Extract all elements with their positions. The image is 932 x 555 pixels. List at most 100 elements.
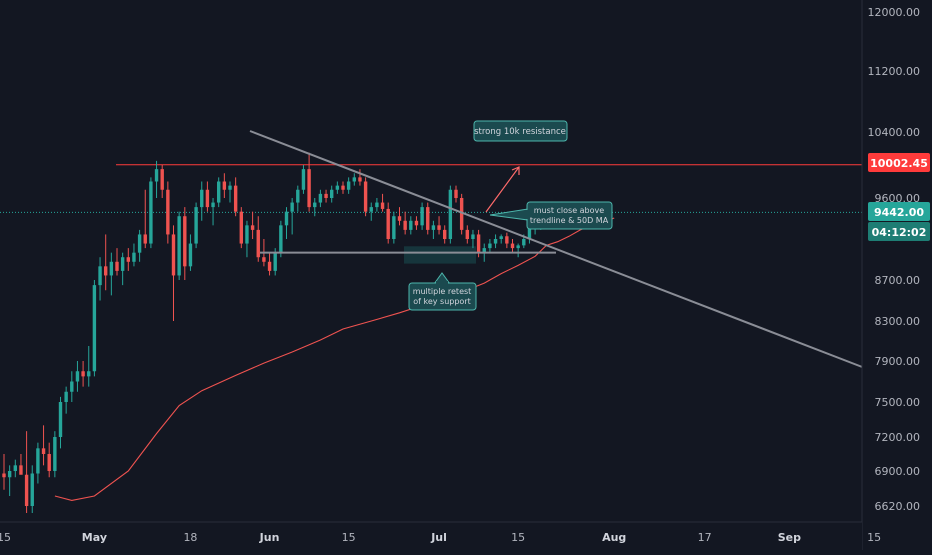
candle[interactable] [177, 211, 181, 280]
candle[interactable] [386, 202, 390, 244]
time-tick-label: Sep [778, 531, 801, 544]
candle[interactable] [358, 169, 362, 186]
candle[interactable] [149, 177, 153, 249]
candle[interactable] [301, 165, 306, 194]
candle[interactable] [313, 198, 317, 217]
candle[interactable] [346, 177, 351, 194]
candle-body [262, 257, 266, 262]
candle[interactable] [126, 248, 130, 271]
candle[interactable] [352, 173, 356, 186]
candle[interactable] [454, 185, 458, 203]
candle[interactable] [420, 202, 424, 230]
candle[interactable] [143, 189, 147, 249]
candle[interactable] [510, 239, 515, 253]
candle[interactable] [92, 280, 97, 377]
candle[interactable] [166, 181, 170, 244]
candle[interactable] [137, 229, 142, 262]
candle[interactable] [98, 257, 102, 301]
candle[interactable] [318, 189, 323, 208]
candle[interactable] [41, 425, 46, 466]
candle[interactable] [233, 177, 238, 217]
candle[interactable] [205, 181, 210, 212]
candle[interactable] [409, 216, 413, 235]
candle[interactable] [87, 346, 91, 387]
candle[interactable] [7, 465, 12, 496]
time-tick-label: 15 [0, 531, 11, 544]
candle[interactable] [120, 252, 125, 286]
candle[interactable] [499, 234, 503, 244]
candle[interactable] [171, 225, 176, 321]
candle[interactable] [488, 239, 492, 253]
candle[interactable] [335, 181, 340, 194]
plot-area[interactable] [0, 130, 871, 513]
candle[interactable] [109, 252, 114, 296]
candle[interactable] [81, 361, 85, 387]
candle[interactable] [516, 243, 520, 258]
candle[interactable] [132, 243, 136, 267]
candle[interactable] [19, 454, 23, 475]
candle[interactable] [36, 442, 40, 484]
candle[interactable] [70, 371, 74, 402]
candle[interactable] [53, 431, 57, 478]
candle[interactable] [380, 193, 385, 212]
candle[interactable] [459, 193, 464, 235]
candle[interactable] [256, 216, 260, 262]
candle[interactable] [330, 185, 334, 203]
candle[interactable] [222, 173, 227, 198]
candle[interactable] [188, 234, 193, 271]
candle[interactable] [13, 459, 17, 478]
candle[interactable] [307, 152, 311, 212]
candle[interactable] [296, 185, 300, 212]
candle[interactable] [448, 185, 453, 244]
price-axis[interactable]: 12000.00 11200.00 10400.00 9600.00 8700.00 83… [868, 6, 921, 513]
candle[interactable] [426, 202, 430, 235]
time-tick-label: 15 [342, 531, 356, 544]
candle[interactable] [437, 216, 441, 235]
candle[interactable] [471, 229, 475, 249]
candle[interactable] [431, 220, 436, 239]
candle[interactable] [58, 396, 63, 449]
support-callout[interactable]: multiple retest of key support [408, 272, 477, 311]
candle[interactable] [160, 165, 164, 198]
candle[interactable] [245, 220, 249, 258]
candle[interactable] [2, 454, 6, 490]
candle[interactable] [30, 465, 34, 513]
candle[interactable] [250, 211, 255, 239]
candle-body [166, 189, 170, 235]
candle[interactable] [284, 207, 289, 239]
candle[interactable] [341, 181, 345, 194]
candle[interactable] [397, 207, 402, 226]
candle[interactable] [115, 248, 119, 276]
candle[interactable] [194, 202, 198, 249]
candle[interactable] [200, 181, 204, 221]
candle[interactable] [290, 198, 294, 235]
candle[interactable] [64, 386, 68, 414]
candle[interactable] [183, 207, 187, 280]
candle[interactable] [217, 177, 221, 208]
candle[interactable] [75, 361, 80, 392]
candle[interactable] [211, 198, 215, 226]
candle[interactable] [493, 234, 498, 249]
candle[interactable] [228, 181, 232, 203]
candle[interactable] [375, 198, 379, 212]
candle[interactable] [403, 211, 407, 235]
candle[interactable] [369, 202, 373, 221]
candle[interactable] [239, 207, 243, 249]
candle[interactable] [505, 232, 509, 249]
candle[interactable] [414, 216, 419, 230]
candle[interactable] [47, 442, 51, 478]
time-axis[interactable]: 15 May 18 Jun 15 Jul 15 Aug 17 Sep 15 [0, 531, 881, 544]
candle[interactable] [154, 160, 159, 198]
candle[interactable] [392, 211, 396, 244]
candle[interactable] [443, 225, 447, 244]
resistance-callout[interactable]: strong 10k resistance [473, 120, 568, 142]
candle[interactable] [104, 234, 108, 291]
candle[interactable] [279, 220, 283, 258]
candle[interactable] [24, 431, 29, 513]
candle[interactable] [324, 189, 328, 203]
candle[interactable] [267, 252, 272, 276]
candle[interactable] [465, 225, 469, 244]
close-above-callout[interactable]: must close above trendline & 50D MA [489, 201, 613, 230]
candle-body [177, 216, 181, 276]
candle[interactable] [363, 177, 368, 217]
